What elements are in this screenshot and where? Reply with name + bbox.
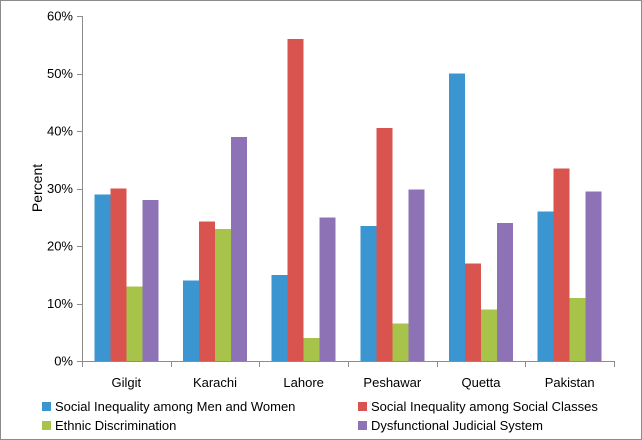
legend-swatch [42, 402, 51, 411]
bar [231, 136, 247, 361]
bar [319, 217, 336, 361]
y-tick-label: 20% [47, 239, 73, 254]
bar [110, 188, 127, 361]
bars [94, 39, 602, 361]
x-tick-label: Gilgit [112, 375, 142, 390]
bar [481, 309, 497, 361]
bar [585, 191, 602, 361]
legend-label: Social Inequality among Men and Women [55, 399, 295, 414]
bar [94, 194, 111, 361]
legend-label: Social Inequality among Social Classes [371, 399, 598, 414]
bar [215, 228, 231, 361]
x-tick-label: Pakistan [545, 375, 595, 390]
legend-swatch [358, 421, 367, 430]
y-tick-label: 10% [47, 296, 73, 311]
y-axis-title: Percent [29, 164, 45, 212]
legend-swatch [358, 402, 367, 411]
x-axis-ticks: Gilgit Karachi Lahore Peshawar Quetta Pakista… [82, 361, 615, 390]
bar [142, 200, 159, 361]
bar [199, 221, 215, 361]
y-tick-label: 40% [47, 124, 73, 139]
bar [465, 263, 481, 361]
x-tick-label: Lahore [283, 375, 323, 390]
bar [183, 280, 199, 361]
x-tick-label: Peshawar [363, 375, 421, 390]
legend-label: Dysfunctional Judicial System [371, 418, 543, 433]
legend-swatch [42, 421, 51, 430]
bar [569, 297, 586, 361]
y-axis-ticks: 0% 10% 20% 30% 40% 50% 60% [47, 9, 82, 369]
bar [271, 274, 288, 361]
bar [408, 189, 425, 361]
bar [287, 39, 304, 361]
x-tick-label: Karachi [193, 375, 237, 390]
bar [497, 223, 513, 361]
legend: Social Inequality among Men and Women Soc… [42, 399, 598, 433]
bar [392, 323, 409, 361]
y-tick-label: 0% [54, 354, 73, 369]
y-tick-label: 50% [47, 66, 73, 81]
x-tick-label: Quetta [461, 375, 501, 390]
bar [303, 338, 320, 361]
bar [553, 168, 570, 361]
bar [537, 211, 554, 361]
bar [126, 286, 143, 361]
y-tick-label: 30% [47, 181, 73, 196]
y-tick-label: 60% [47, 9, 73, 24]
legend-label: Ethnic Discrimination [55, 418, 176, 433]
bar [360, 225, 377, 361]
bar [376, 128, 393, 361]
bar [449, 73, 465, 361]
